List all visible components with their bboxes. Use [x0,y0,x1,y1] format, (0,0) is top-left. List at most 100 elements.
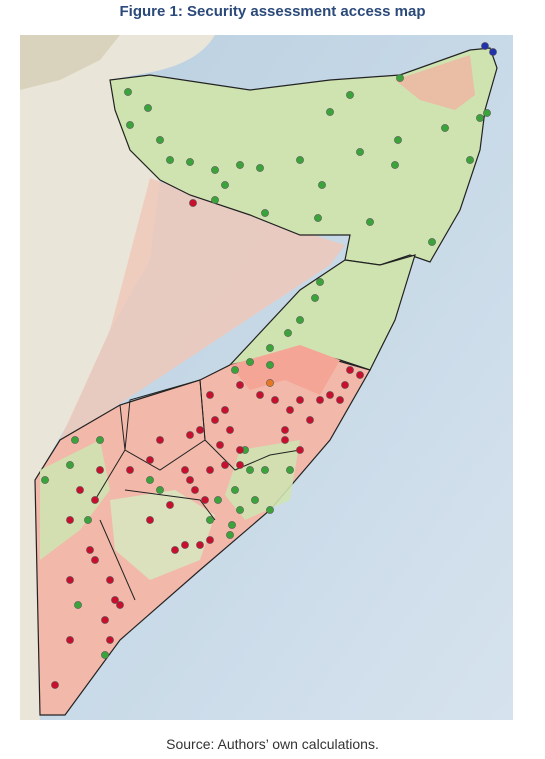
inaccessible-site [271,396,279,404]
accessible-site [228,521,236,529]
inaccessible-site [236,381,244,389]
red-zone [230,345,340,395]
inaccessible-site [236,446,244,454]
accessible-site [214,496,222,504]
inaccessible-site [66,516,74,524]
accessible-site [211,166,219,174]
inaccessible-site [221,461,229,469]
inaccessible-site [66,576,74,584]
inaccessible-site [106,636,114,644]
border [94,379,301,601]
inaccessible-site [191,486,199,494]
inaccessible-site [156,436,164,444]
inaccessible-site [256,391,264,399]
inaccessible-site [76,486,84,494]
inaccessible-site [126,466,134,474]
inaccessible-site [66,636,74,644]
inaccessible-site [111,596,119,604]
green-zone [110,490,215,580]
inaccessible-site [186,431,194,439]
inaccessible-site [356,371,364,379]
accessible-site [476,114,484,122]
corridor [60,178,345,440]
accessible-site [428,238,436,246]
inaccessible-site [146,516,154,524]
accessible-site [231,366,239,374]
accessible-site [246,466,254,474]
accessible-site [166,156,174,164]
accessible-site [396,74,404,82]
inaccessible-site [196,426,204,434]
border [124,379,206,471]
accessible-site [231,486,239,494]
inaccessible-site [346,366,354,374]
inaccessible-site [236,461,244,469]
accessible-site [466,156,474,164]
accessible-site [84,516,92,524]
accessible-site [251,496,259,504]
land-ethiopia [20,35,215,720]
accessible-site [314,214,322,222]
inaccessible-site [341,381,349,389]
accessible-site [41,476,49,484]
inaccessible-site [286,406,294,414]
inaccessible-site [296,446,304,454]
accessible-site [356,148,364,156]
inaccessible-site [171,546,179,554]
accessible-site [206,516,214,524]
accessible-site [266,344,274,352]
accessible-site [256,164,264,172]
inaccessible-site [186,476,194,484]
region-north [109,47,498,266]
inaccessible-site [91,556,99,564]
accessible-site [236,161,244,169]
inaccessible-site [196,541,204,549]
inaccessible-site [101,616,109,624]
accessible-site [311,294,319,302]
accessible-site [124,88,132,96]
accessible-site [144,104,152,112]
inaccessible-site [316,396,324,404]
green-zone [40,440,110,560]
inaccessible-site [206,536,214,544]
accessible-site [296,316,304,324]
inaccessible-site [306,416,314,424]
accessible-site [284,329,292,337]
accessible-site [221,181,229,189]
accessible-site [266,506,274,514]
accessible-site [71,436,79,444]
accessible-site [346,91,354,99]
red-zone [395,55,475,110]
inaccessible-site [189,199,197,207]
inaccessible-site [281,436,289,444]
accessible-site [296,156,304,164]
inaccessible-site [51,681,59,689]
land-djibouti [20,35,120,90]
inaccessible-site [201,496,209,504]
inaccessible-site [181,466,189,474]
accessible-site [246,358,254,366]
sites [41,42,497,689]
accessible-site [226,531,234,539]
accessible-site [156,486,164,494]
inaccessible-site [116,601,124,609]
accessible-site [96,436,104,444]
accessible-site [66,461,74,469]
inaccessible-site [221,406,229,414]
accessible-site [391,161,399,169]
inaccessible-site [86,546,94,554]
figure-source: Source: Authors’ own calculations. [166,736,379,752]
other-site [489,48,497,56]
inaccessible-site [336,396,344,404]
accessible-site [74,601,82,609]
accessible-site [286,466,294,474]
accessible-site [126,121,134,129]
inaccessible-site [146,456,154,464]
map [20,35,513,720]
inaccessible-site [91,496,99,504]
accessible-site [326,108,334,116]
accessible-site [236,506,244,514]
inaccessible-site [181,541,189,549]
inaccessible-site [281,426,289,434]
